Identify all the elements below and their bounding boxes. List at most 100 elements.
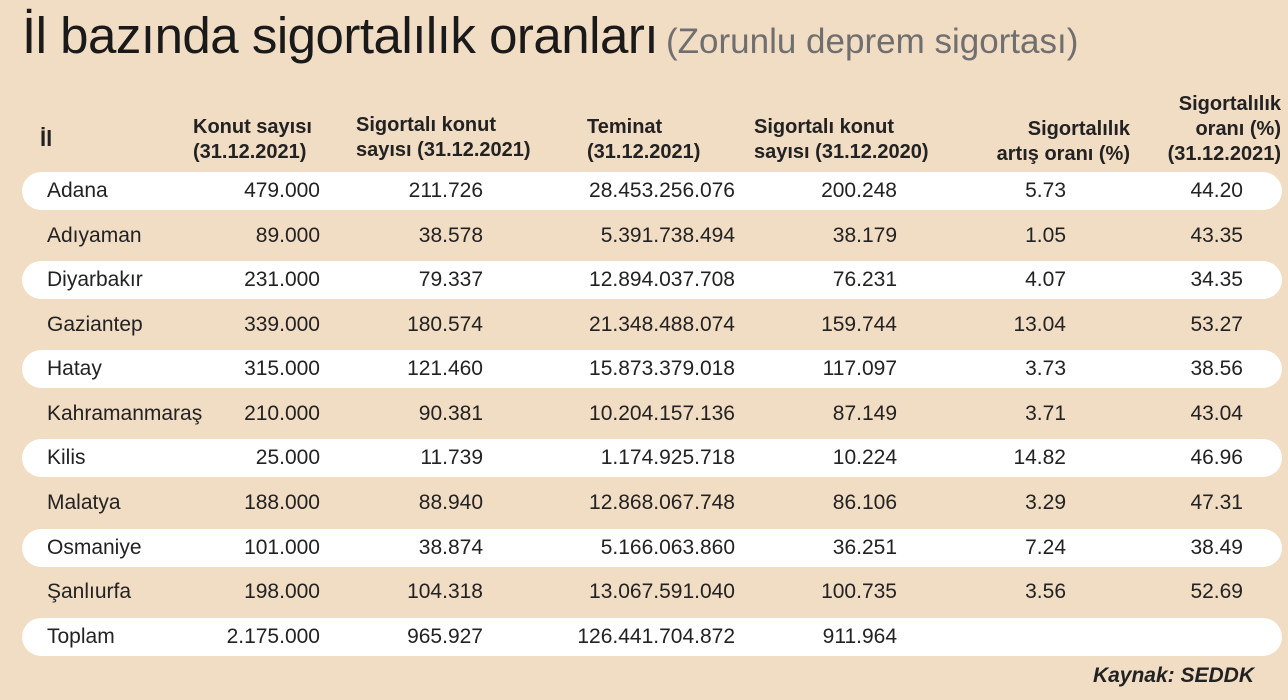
table-row: Adıyaman 89.000 38.578 5.391.738.494 38.…	[22, 217, 1282, 255]
cell-sigortali-2020: 38.179	[832, 224, 897, 247]
cell-sigortali-2021: 104.318	[407, 580, 483, 603]
cell-sigortali-2021: 79.337	[418, 268, 483, 291]
cell-konut: 89.000	[255, 224, 320, 247]
header-sigortali-2021: Sigortalı konut sayısı (31.12.2021)	[356, 113, 531, 163]
header-artis-line2: artış oranı (%)	[996, 143, 1130, 165]
cell-artis: 3.71	[1025, 402, 1066, 425]
header-konut-sayisi: Konut sayısı (31.12.2021)	[193, 115, 312, 165]
header-sig2020-line1: Sigortalı konut	[754, 116, 894, 138]
cell-oran: 47.31	[1190, 491, 1243, 514]
cell-artis: 3.56	[1025, 580, 1066, 603]
table-row: Osmaniye 101.000 38.874 5.166.063.860 36…	[22, 529, 1282, 567]
cell-teminat: 1.174.925.718	[600, 446, 735, 469]
cell-sigortali-2020: 86.106	[832, 491, 897, 514]
cell-artis: 1.05	[1025, 224, 1066, 247]
cell-artis: 7.24	[1025, 536, 1066, 559]
cell-teminat: 12.894.037.708	[589, 268, 735, 291]
cell-il: Adana	[47, 179, 108, 202]
cell-sigortali-2020: 100.735	[821, 580, 897, 603]
cell-sigortali-2020: 10.224	[832, 446, 897, 469]
cell-il: Kahramanmaraş	[47, 402, 203, 425]
cell-teminat: 28.453.256.076	[589, 179, 735, 202]
cell-konut: 339.000	[244, 313, 320, 336]
cell-konut: 231.000	[244, 268, 320, 291]
cell-konut: 25.000	[255, 446, 320, 469]
cell-il: Malatya	[47, 491, 121, 514]
header-teminat-line2: (31.12.2021)	[587, 141, 701, 163]
header-oran-line2: oranı (%)	[1195, 118, 1281, 140]
title-subtitle: (Zorunlu deprem sigortası)	[666, 22, 1079, 61]
cell-sigortali-2020: 36.251	[832, 536, 897, 559]
table-row-total: Toplam 2.175.000 965.927 126.441.704.872…	[22, 618, 1282, 656]
header-sigortali-2020: Sigortalı konut sayısı (31.12.2020)	[754, 115, 929, 165]
table-row: Hatay 315.000 121.460 15.873.379.018 117…	[22, 350, 1282, 388]
header-oran-line1: Sigortalılık	[1178, 93, 1281, 115]
cell-konut: 188.000	[244, 491, 320, 514]
cell-sigortali-2020: 159.744	[821, 313, 897, 336]
cell-il: Gaziantep	[47, 313, 143, 336]
cell-il: Hatay	[47, 357, 102, 380]
cell-il: Şanlıurfa	[47, 580, 132, 603]
cell-sigortali-2021: 38.578	[418, 224, 483, 247]
header-sig2021-line1: Sigortalı konut	[356, 114, 496, 136]
cell-sigortali-2020: 117.097	[822, 357, 897, 380]
cell-teminat: 10.204.157.136	[589, 402, 735, 425]
cell-konut: 315.000	[244, 357, 320, 380]
cell-il: Osmaniye	[47, 536, 142, 559]
cell-teminat: 126.441.704.872	[577, 625, 735, 648]
header-konut-line2: (31.12.2021)	[193, 141, 307, 163]
cell-sigortali-2020: 76.231	[832, 268, 897, 291]
cell-il: Kilis	[47, 446, 86, 469]
header-oran-line3: (31.12.2021)	[1167, 143, 1281, 165]
table-row: Kilis 25.000 11.739 1.174.925.718 10.224…	[22, 439, 1282, 477]
cell-oran: 34.35	[1190, 268, 1243, 291]
cell-konut: 101.000	[244, 536, 320, 559]
cell-konut: 2.175.000	[226, 625, 320, 648]
table-row: Adana 479.000 211.726 28.453.256.076 200…	[22, 172, 1282, 210]
cell-oran: 38.49	[1190, 536, 1243, 559]
source-credit: Kaynak: SEDDK	[1092, 664, 1254, 687]
header-sig2021-line2: sayısı (31.12.2021)	[356, 139, 531, 161]
cell-sigortali-2021: 211.726	[408, 179, 483, 202]
cell-sigortali-2021: 88.940	[418, 491, 483, 514]
cell-artis: 3.73	[1025, 357, 1066, 380]
cell-teminat: 13.067.591.040	[589, 580, 735, 603]
cell-teminat: 21.348.488.074	[589, 313, 735, 336]
header-sigortalilik-orani: Sigortalılık oranı (%) (31.12.2021)	[1140, 92, 1281, 167]
cell-oran: 43.04	[1190, 402, 1243, 425]
cell-oran: 46.96	[1190, 446, 1243, 469]
cell-artis: 3.29	[1025, 491, 1066, 514]
cell-sigortali-2021: 121.460	[407, 357, 483, 380]
page-title: İl bazında sigortalılık oranları (Zorunlu…	[22, 6, 1078, 65]
cell-teminat: 5.391.738.494	[600, 224, 735, 247]
header-il: İl	[40, 126, 53, 151]
header-artis-line1: Sigortalılık	[1027, 118, 1130, 140]
table-row: Malatya 188.000 88.940 12.868.067.748 86…	[22, 484, 1282, 522]
cell-konut: 210.000	[244, 402, 320, 425]
cell-artis: 13.04	[1013, 313, 1066, 336]
cell-artis: 14.82	[1013, 446, 1066, 469]
cell-sigortali-2020: 87.149	[832, 402, 897, 425]
cell-teminat: 15.873.379.018	[589, 357, 735, 380]
cell-sigortali-2020: 200.248	[821, 179, 897, 202]
header-sig2020-line2: sayısı (31.12.2020)	[754, 141, 929, 163]
table-row: Diyarbakır 231.000 79.337 12.894.037.708…	[22, 261, 1282, 299]
cell-sigortali-2021: 90.381	[418, 402, 483, 425]
cell-oran: 38.56	[1190, 357, 1243, 380]
cell-il: Diyarbakır	[47, 268, 143, 291]
header-konut-line1: Konut sayısı	[193, 116, 312, 138]
cell-artis: 4.07	[1025, 268, 1066, 291]
table-row: Gaziantep 339.000 180.574 21.348.488.074…	[22, 306, 1282, 344]
header-teminat: Teminat (31.12.2021)	[587, 115, 700, 165]
cell-konut: 198.000	[244, 580, 320, 603]
cell-sigortali-2021: 38.874	[418, 536, 483, 559]
cell-oran: 53.27	[1190, 313, 1243, 336]
table-row: Kahramanmaraş 210.000 90.381 10.204.157.…	[22, 395, 1282, 433]
title-main: İl bazında sigortalılık oranları	[22, 7, 659, 64]
cell-oran: 52.69	[1190, 580, 1243, 603]
header-teminat-line1: Teminat	[587, 116, 663, 138]
cell-konut: 479.000	[244, 179, 320, 202]
cell-teminat: 5.166.063.860	[600, 536, 735, 559]
cell-sigortali-2021: 965.927	[407, 625, 483, 648]
cell-sigortali-2020: 911.964	[822, 625, 897, 648]
